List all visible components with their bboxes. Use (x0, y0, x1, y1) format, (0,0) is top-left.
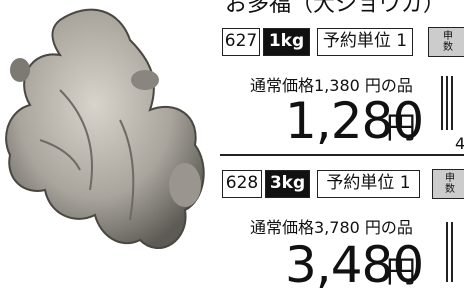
item-code: 628 (222, 170, 262, 198)
title: お多福（大ショウガ） (225, 0, 445, 18)
weight: 1kg (263, 28, 310, 56)
order-box: 申数 (428, 27, 464, 57)
order-label: 申 (445, 173, 455, 184)
item-code: 627 (222, 28, 260, 56)
page: {"header":{"title":"お多福（大ショウガ）"}, "items… (0, 0, 464, 282)
separator (220, 154, 464, 156)
ginger-image (0, 0, 220, 282)
currency: 円 (386, 258, 416, 288)
order-unit: 予約単位 1 (317, 170, 420, 198)
order-box: 申数 (432, 169, 464, 199)
currency: 円 (386, 114, 416, 144)
order-label: 数 (445, 184, 455, 195)
weight: 3kg (265, 170, 310, 198)
note: 4 (455, 134, 464, 153)
order-label: 数 (443, 42, 453, 53)
regular-price: 通常価格3,780 円の品 (250, 214, 413, 238)
order-label: 申 (443, 31, 453, 42)
order-unit: 予約単位 1 (317, 28, 413, 56)
